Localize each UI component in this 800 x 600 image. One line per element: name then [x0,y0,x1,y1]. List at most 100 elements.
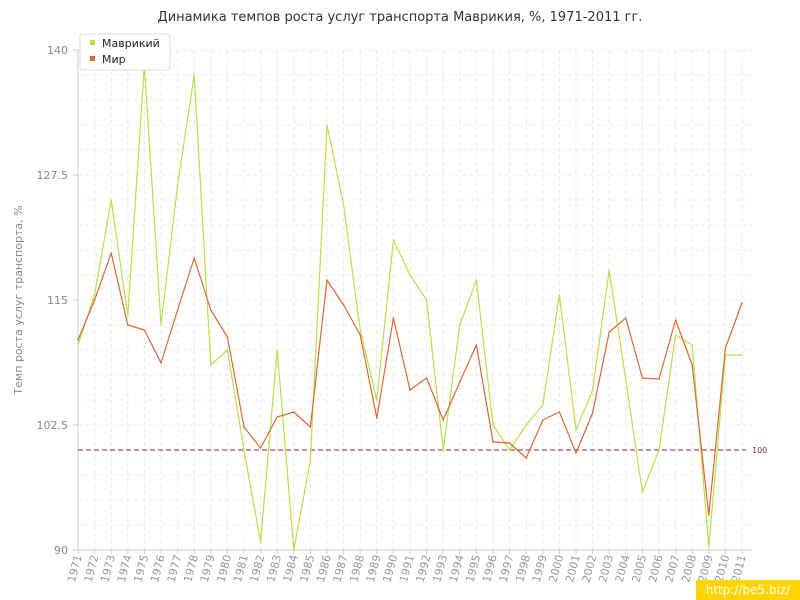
y-tick-label: 140 [47,44,68,57]
data-point-mauritius [625,379,627,381]
data-point-world [475,344,478,346]
data-point-mauritius [193,74,195,76]
data-point-mauritius [326,124,328,126]
data-point-mauritius [542,404,544,406]
y-tick-label: 102.5 [37,419,69,432]
y-tick-label: 90 [54,544,68,557]
data-point-world [542,419,544,421]
data-point-mauritius [508,449,511,451]
data-point-mauritius [243,449,245,451]
data-point-world [409,389,411,391]
grid [77,49,752,551]
data-point-world [193,257,195,259]
series-group [77,64,743,551]
data-point-mauritius [658,449,660,451]
data-point-world [376,417,378,419]
series-line-world [77,252,743,516]
data-point-world [226,336,229,338]
data-point-mauritius [276,349,279,351]
data-point-world [508,442,511,444]
data-point-mauritius [259,541,262,543]
data-point-world [359,334,362,336]
data-point-world [591,412,594,414]
data-point-mauritius [176,184,179,186]
data-point-world [625,317,627,319]
data-point-mauritius [77,344,79,346]
data-point-mauritius [492,424,494,426]
data-point-mauritius [210,364,212,366]
legend-label-mauritius: Маврикий [102,37,160,50]
legend[interactable]: Маврикий Мир [79,33,171,71]
data-point-world [658,378,660,380]
data-point-world [276,416,279,418]
data-point-world [326,279,328,281]
data-point-mauritius [392,239,395,241]
data-point-mauritius [525,424,527,426]
data-point-mauritius [674,334,677,336]
data-point-world [160,362,162,364]
data-point-mauritius [110,199,112,201]
data-point-mauritius [342,204,345,206]
data-point-mauritius [160,324,162,326]
legend-box [79,33,171,71]
data-point-mauritius [608,269,610,271]
data-point-world [724,347,727,349]
data-point-mauritius [376,399,378,401]
data-point-mauritius [691,344,693,346]
data-point-world [392,317,395,319]
watermark[interactable]: http://be5.biz/ [696,580,800,600]
data-point-world [243,426,245,428]
y-axis-label: Темп роста услуг транспорта, % [12,205,25,395]
data-point-world [741,302,743,304]
data-point-world [442,419,445,421]
data-point-world [77,339,79,341]
data-point-world [127,324,129,326]
data-point-world [608,331,610,333]
data-point-mauritius [641,491,644,493]
data-point-world [575,452,577,454]
data-point-world [210,309,212,311]
data-point-mauritius [558,294,561,296]
data-point-world [293,411,295,413]
data-point-mauritius [708,546,710,548]
data-point-world [674,319,677,321]
data-point-mauritius [409,274,411,276]
data-point-world [93,299,96,301]
data-point-mauritius [226,349,229,351]
data-point-mauritius [425,299,428,301]
reference-line-group: 100 [78,446,767,455]
data-point-world [176,309,179,311]
data-point-mauritius [575,429,577,431]
data-point-world [708,514,710,516]
data-point-mauritius [591,389,594,391]
legend-label-world: Мир [102,53,126,66]
data-point-mauritius [459,324,461,326]
data-point-world [459,381,461,383]
data-point-mauritius [442,449,445,451]
data-point-world [342,304,345,306]
legend-swatch-world [90,56,95,61]
data-point-mauritius [293,549,295,551]
data-point-world [143,329,146,331]
y-tick-label: 127.5 [37,169,69,182]
data-point-mauritius [741,354,743,356]
chart-title: Динамика темпов роста услуг транспорта М… [157,10,643,25]
data-point-world [492,441,494,443]
y-tick-label: 115 [47,294,68,307]
legend-swatch-mauritius [90,40,95,45]
data-point-world [110,252,112,254]
data-point-mauritius [309,459,312,461]
data-point-world [691,364,693,366]
data-point-world [641,377,644,379]
data-point-mauritius [127,314,129,316]
data-point-mauritius [475,279,478,281]
data-point-world [259,447,262,449]
data-point-world [525,457,527,459]
data-point-world [309,426,312,428]
data-point-world [425,377,428,379]
data-point-mauritius [359,329,362,331]
data-point-mauritius [93,294,96,296]
data-point-world [558,411,561,413]
